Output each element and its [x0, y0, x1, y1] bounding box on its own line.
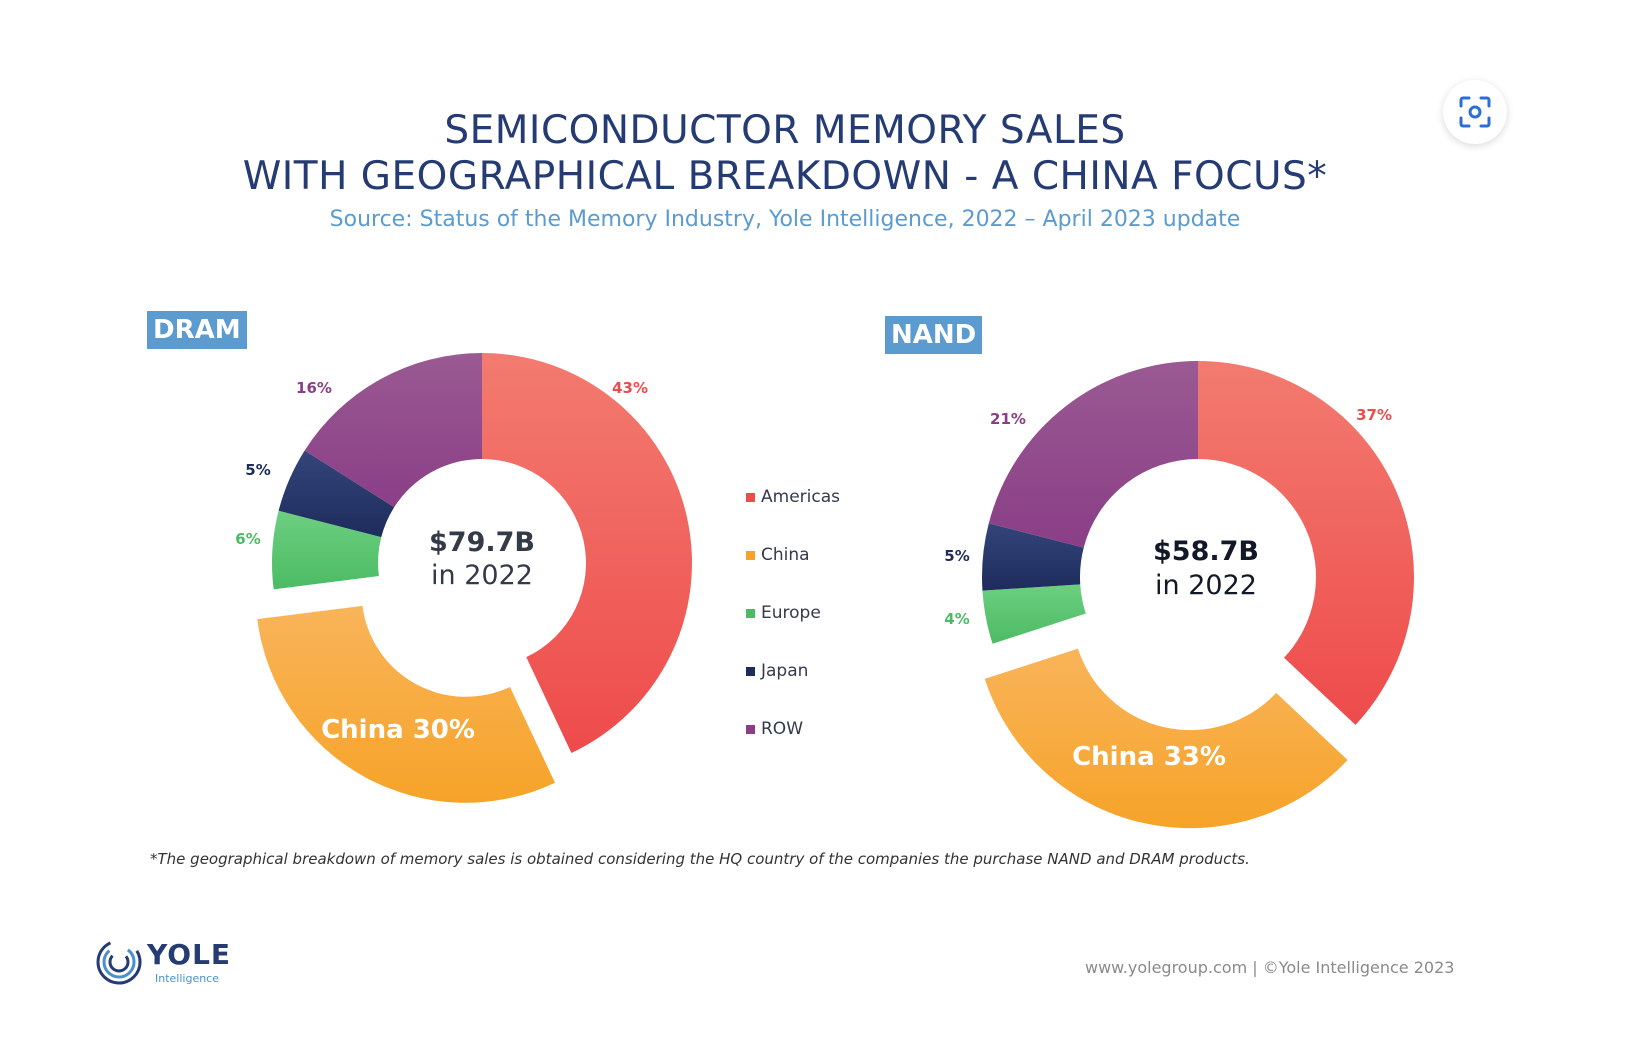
nand-slice-europe [982, 584, 1086, 644]
dram-slice-americas [482, 353, 692, 754]
dram-label-china: China 30% [321, 715, 475, 745]
legend-item-japan: Japan [746, 642, 840, 700]
nand-label-row: 21% [990, 410, 1026, 428]
chart-title: SEMICONDUCTOR MEMORY SALES WITH GEOGRAPH… [0, 108, 1570, 200]
nand-label-europe: 4% [944, 610, 969, 628]
dram-slice-europe [272, 510, 382, 590]
dram-slice-japan [278, 450, 395, 538]
legend-item-china: China [746, 526, 840, 584]
logo-rings-icon [96, 939, 142, 985]
legend-label-japan: Japan [761, 661, 809, 681]
footer-copyright[interactable]: www.yolegroup.com | ©Yole Intelligence 2… [1085, 958, 1455, 977]
legend-swatch-china [746, 550, 755, 560]
dram-center-sub: in 2022 [431, 560, 533, 591]
footnote: *The geographical breakdown of memory sa… [150, 850, 1250, 868]
nand-label-china: China 33% [1072, 742, 1226, 772]
nand-center-value: $58.7B [1153, 536, 1259, 567]
dram-label-europe: 6% [235, 530, 260, 548]
legend-swatch-japan [746, 666, 755, 676]
legend-label-row: ROW [761, 719, 804, 739]
dram-center-value: $79.7B [429, 527, 535, 558]
dram-label-japan: 5% [245, 461, 270, 479]
legend-item-row: ROW [746, 700, 840, 758]
legend-swatch-americas [746, 492, 755, 502]
legend-item-europe: Europe [746, 584, 840, 642]
legend-swatch-row [746, 724, 755, 734]
legend-item-americas: Americas [746, 468, 840, 526]
nand-label-japan: 5% [944, 547, 969, 565]
legend-label-americas: Americas [761, 487, 840, 507]
dram-slice-row [304, 353, 482, 508]
dram-label-americas: 43% [612, 379, 648, 397]
legend-swatch-europe [746, 608, 755, 618]
legend-label-europe: Europe [761, 603, 821, 623]
nand-label-americas: 37% [1356, 406, 1392, 424]
nand-slice-china [984, 648, 1348, 829]
nand-slice-japan [981, 523, 1084, 591]
title-line-1: SEMICONDUCTOR MEMORY SALES [444, 108, 1126, 153]
chart-legend: Americas China Europe Japan ROW [746, 468, 840, 758]
scan-button[interactable] [1443, 80, 1507, 144]
dram-slice-china [257, 605, 556, 803]
scan-icon [1459, 96, 1491, 128]
logo-name: YOLE [147, 938, 232, 971]
nand-slice-row [988, 361, 1198, 548]
nand-slice-americas [1198, 361, 1415, 725]
chart-subtitle: Source: Status of the Memory Industry, Y… [329, 207, 1241, 232]
nand-center-sub: in 2022 [1155, 570, 1257, 601]
nand-badge: NAND [885, 316, 983, 354]
logo-sub: Intelligence [155, 972, 220, 985]
legend-label-china: China [761, 545, 810, 565]
yole-logo: YOLE Intelligence [95, 938, 235, 988]
dram-label-row: 16% [296, 379, 332, 397]
title-line-2: WITH GEOGRAPHICAL BREAKDOWN - A CHINA FO… [242, 154, 1328, 199]
dram-badge: DRAM [147, 311, 247, 349]
